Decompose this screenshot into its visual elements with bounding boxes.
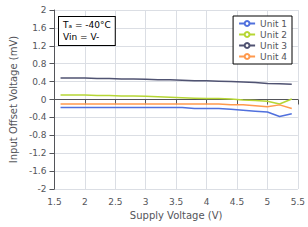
svg-text:0.4: 0.4 bbox=[32, 77, 47, 87]
svg-text:2: 2 bbox=[82, 197, 88, 207]
svg-text:Vin = V-: Vin = V- bbox=[63, 32, 99, 42]
svg-text:Unit 3: Unit 3 bbox=[260, 41, 287, 51]
svg-text:5.5: 5.5 bbox=[291, 197, 305, 207]
svg-text:3: 3 bbox=[143, 197, 149, 207]
svg-text:Unit 1: Unit 1 bbox=[260, 19, 287, 29]
svg-text:-1.2: -1.2 bbox=[29, 148, 47, 158]
svg-text:Input Offset Voltage (mV): Input Offset Voltage (mV) bbox=[8, 36, 19, 163]
svg-text:0: 0 bbox=[41, 95, 47, 105]
svg-text:1.6: 1.6 bbox=[32, 23, 47, 33]
svg-text:-0.8: -0.8 bbox=[29, 130, 47, 140]
svg-text:2: 2 bbox=[41, 5, 47, 15]
svg-text:3.5: 3.5 bbox=[169, 197, 183, 207]
svg-text:1.2: 1.2 bbox=[32, 41, 46, 51]
svg-text:-2: -2 bbox=[37, 184, 46, 194]
svg-text:5: 5 bbox=[265, 197, 271, 207]
svg-text:0.8: 0.8 bbox=[32, 59, 47, 69]
svg-text:2.5: 2.5 bbox=[108, 197, 122, 207]
svg-text:-1.6: -1.6 bbox=[29, 166, 47, 176]
svg-text:4: 4 bbox=[204, 197, 210, 207]
svg-text:Tₐ = -40°C: Tₐ = -40°C bbox=[62, 20, 111, 30]
svg-text:Unit 2: Unit 2 bbox=[260, 30, 287, 40]
svg-text:1.5: 1.5 bbox=[47, 197, 61, 207]
svg-text:Unit 4: Unit 4 bbox=[260, 52, 287, 62]
svg-text:-0.4: -0.4 bbox=[29, 112, 47, 122]
svg-text:4.5: 4.5 bbox=[230, 197, 244, 207]
svg-text:Supply Voltage (V): Supply Voltage (V) bbox=[130, 210, 223, 221]
